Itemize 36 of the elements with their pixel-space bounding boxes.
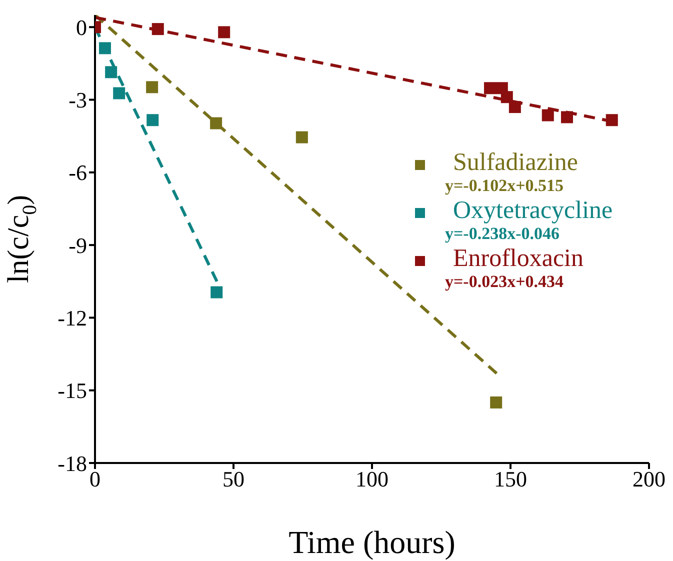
point <box>484 82 496 94</box>
x-axis-title: Time (hours) <box>288 524 456 560</box>
annotation: y=-0.023x+0.434 <box>445 272 565 291</box>
point <box>113 87 126 100</box>
annotation: y=-0.102x+0.515 <box>445 176 565 195</box>
point <box>542 109 554 122</box>
y-tick-label: -6 <box>68 160 87 186</box>
legend-label: Oxytetracycline <box>453 197 613 224</box>
y-tick-label: -12 <box>58 306 87 331</box>
point <box>210 286 223 298</box>
point <box>146 81 158 94</box>
y-tick-label: -18 <box>58 450 87 476</box>
y-tick-label: -15 <box>58 378 87 404</box>
point <box>152 23 164 36</box>
point <box>561 111 574 124</box>
x-tick-label: 50 <box>222 466 244 492</box>
y-tick-label: -3 <box>68 88 87 113</box>
point <box>98 42 111 54</box>
point <box>508 101 521 114</box>
legend-label: Sulfadiazine <box>453 149 578 176</box>
point <box>210 117 222 130</box>
x-tick-label: 150 <box>494 466 527 492</box>
y-tick-label: 0 <box>76 14 87 40</box>
annotation: y=-0.238x-0.046 <box>445 224 561 243</box>
y-tick-label: -9 <box>68 232 87 258</box>
legend-label: Enrofloxacin <box>453 245 584 272</box>
point <box>105 66 118 78</box>
point <box>146 114 159 126</box>
point <box>500 91 513 104</box>
point <box>218 26 230 38</box>
point <box>296 131 308 144</box>
point <box>490 396 502 408</box>
x-tick-label: 100 <box>356 466 388 492</box>
y-axis-title: ln(c/c0) <box>2 194 41 284</box>
x-tick-label: 200 <box>632 466 666 492</box>
point <box>606 114 618 126</box>
